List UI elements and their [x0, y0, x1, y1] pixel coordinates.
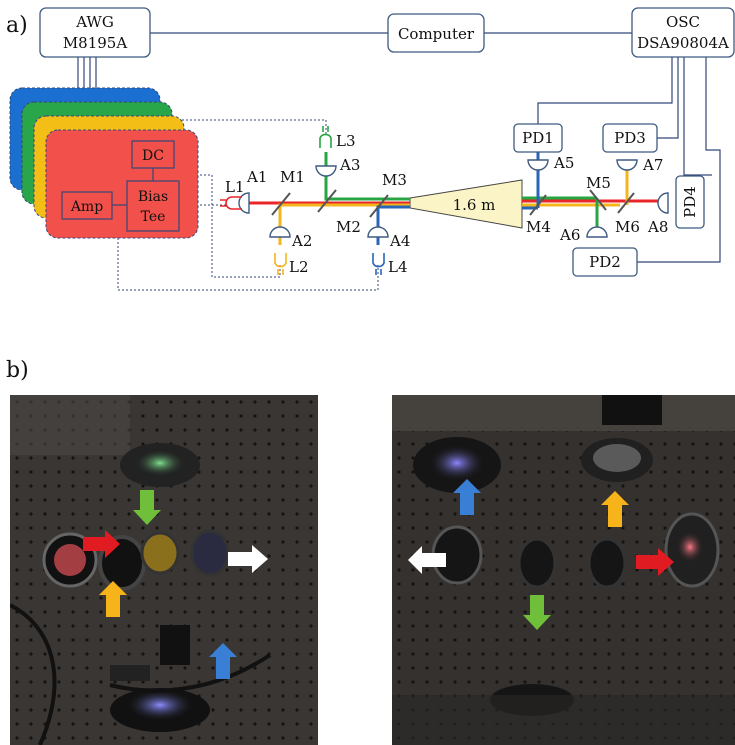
label-a7: A7	[642, 156, 663, 174]
dc-label: DC	[142, 148, 164, 164]
label-a5: A5	[553, 154, 574, 172]
laser-l4	[372, 253, 385, 275]
pd4-label: PD4	[681, 186, 699, 218]
osc-model-label: DSA90804A	[637, 34, 729, 52]
pd1-label: PD1	[522, 129, 554, 147]
bias-tee-box	[126, 180, 180, 232]
label-m4: M4	[526, 218, 551, 236]
osc-label: OSC	[666, 13, 700, 31]
pd1-box	[513, 123, 563, 153]
mirror-m6	[617, 192, 635, 214]
amp-label: Amp	[70, 199, 103, 215]
mirror-m4	[529, 194, 547, 216]
computer-label: Computer	[398, 25, 475, 43]
dc-box	[131, 140, 175, 169]
label-m3: M3	[382, 171, 407, 189]
lens-a4	[367, 226, 389, 238]
distance-label: 1.6 m	[453, 196, 496, 214]
laser-l3	[319, 126, 332, 148]
label-l2: L2	[289, 258, 309, 276]
laser-l1	[220, 196, 242, 210]
label-m1: M1	[280, 168, 305, 186]
lens-a8	[657, 192, 669, 214]
driver-cards: DC Bias Tee Amp	[9, 87, 199, 239]
mirror-m3	[369, 194, 389, 218]
label-a4: A4	[389, 232, 410, 250]
bias-label: Bias	[138, 189, 168, 205]
computer-box	[387, 13, 485, 53]
lenses	[238, 159, 669, 238]
photo-transmitter	[10, 395, 318, 745]
lens-a1	[238, 192, 250, 214]
instrument-cables	[77, 32, 721, 263]
label-a6: A6	[559, 226, 580, 244]
awg-model-label: M8195A	[63, 34, 128, 52]
mirror-m5	[589, 189, 607, 211]
pd2-label: PD2	[589, 253, 621, 271]
panel-label-b: b)	[6, 358, 29, 383]
mirror-m1	[271, 192, 291, 216]
awg-label: AWG	[75, 13, 114, 31]
lens-a2	[269, 226, 291, 238]
pd3-label: PD3	[614, 129, 646, 147]
pd2-box	[572, 247, 638, 277]
laser-l2	[274, 253, 287, 275]
pd4-box	[675, 175, 705, 229]
mirror-m2	[317, 189, 337, 213]
lens-a7	[616, 159, 638, 171]
lens-a5	[527, 159, 549, 171]
awg-box	[39, 7, 151, 58]
lens-a6	[586, 226, 608, 238]
rf-cables	[117, 119, 379, 291]
label-a3: A3	[339, 156, 360, 174]
lens-a3	[315, 165, 337, 177]
pd3-box	[602, 123, 658, 153]
label-a1: A1	[246, 168, 267, 186]
label-m5: M5	[586, 174, 611, 192]
label-a8: A8	[647, 218, 668, 236]
laser-diodes	[220, 126, 385, 275]
label-l4: L4	[388, 258, 408, 276]
label-l1: L1	[225, 178, 245, 196]
photo-receiver	[392, 395, 735, 745]
mirrors	[271, 189, 635, 218]
label-l3: L3	[336, 132, 356, 150]
amp-box	[61, 191, 113, 220]
label-m6: M6	[615, 218, 640, 236]
panel-label-a: a)	[6, 13, 28, 38]
tee-label: Tee	[141, 209, 166, 225]
osc-box	[631, 7, 735, 58]
label-a2: A2	[291, 232, 312, 250]
label-m2: M2	[336, 218, 361, 236]
